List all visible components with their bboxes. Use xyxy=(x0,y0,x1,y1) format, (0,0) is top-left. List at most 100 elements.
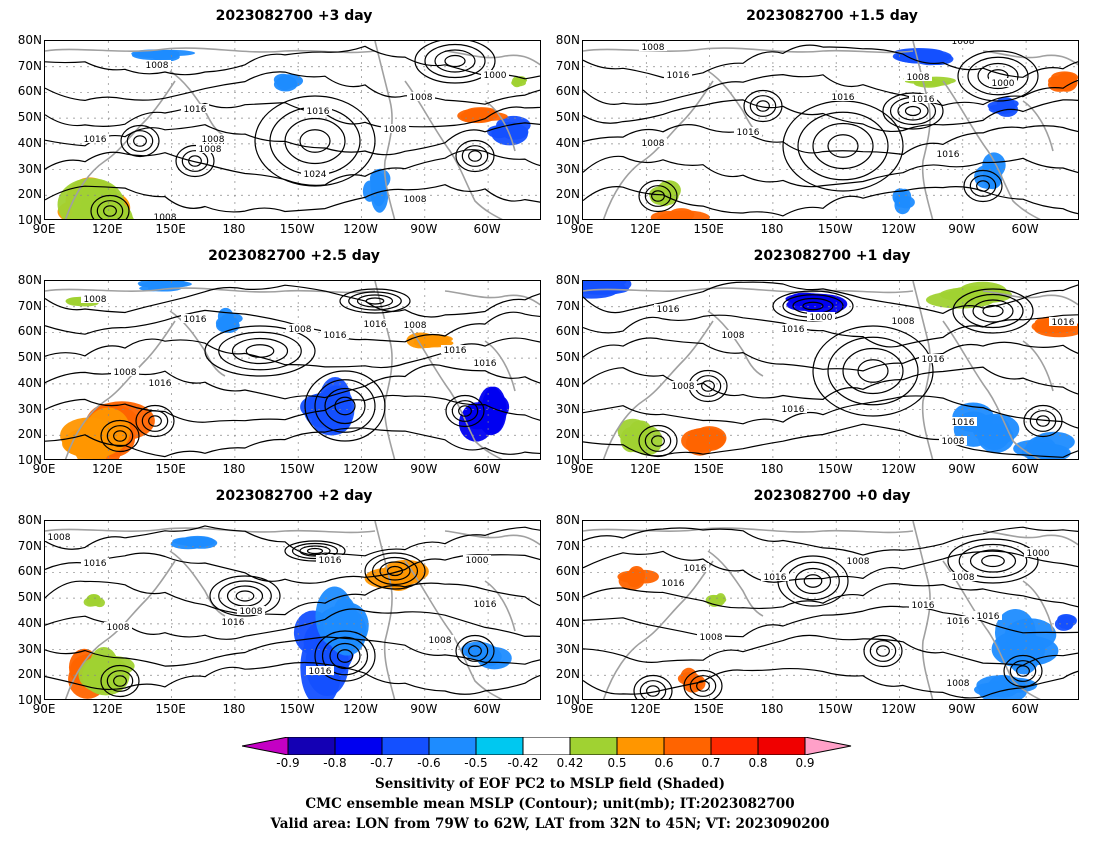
map-panel-svg: 1008 1008 1016 1008 1000 1016 1016 1016 1008 1016 xyxy=(583,41,1078,219)
colorbar-segment xyxy=(522,737,571,755)
contour-label-bg xyxy=(919,354,947,363)
lon-tick-label: 120E xyxy=(92,222,123,236)
colorbar-segment xyxy=(616,737,665,755)
colorbar-tick-label: -0.5 xyxy=(464,756,488,770)
map-panel-6: 1008 1016 1016 1016 1016 1000 1008 1016 1016 1008… xyxy=(582,520,1079,700)
contour-label-bg xyxy=(321,330,349,339)
contour-label: 1000 xyxy=(466,556,489,566)
lon-tick-label: 90E xyxy=(32,702,56,716)
contour-label-bg xyxy=(681,563,709,572)
lat-tick-label: 50N xyxy=(555,350,580,365)
colorbar-tick-label: -0.6 xyxy=(417,756,441,770)
lat-tick-label: 30N xyxy=(17,641,42,656)
contour-label-bg xyxy=(949,417,977,426)
contour-label-bg xyxy=(301,169,329,178)
contour-label-bg xyxy=(889,316,917,325)
contour-label: 1000 xyxy=(1027,549,1050,559)
panel-title-4: 2023082700 +1 day xyxy=(753,248,911,264)
lat-tick-label: 40N xyxy=(555,615,580,630)
contour-label-bg xyxy=(844,556,872,565)
contour-label-bg xyxy=(939,436,967,445)
sensitivity-blob xyxy=(658,214,689,219)
contour-label-bg xyxy=(807,312,835,321)
lon-tick-label: 120W xyxy=(343,462,378,476)
colorbar-segment xyxy=(287,737,336,755)
contour-label-bg xyxy=(659,578,687,587)
lon-tick-label: 90W xyxy=(948,222,976,236)
contour-label: 1016 xyxy=(84,135,107,145)
lon-tick-label: 150W xyxy=(817,702,853,716)
lat-tick-label: 60N xyxy=(555,564,580,579)
contour-label: 1016 xyxy=(324,331,347,341)
contour-label-bg xyxy=(381,124,409,133)
contour-label: 1008 xyxy=(672,382,695,392)
contour-label-bg xyxy=(441,345,469,354)
contour-label: 1008 xyxy=(410,93,433,103)
lon-tick-label: 150E xyxy=(155,222,186,236)
colorbar-segment xyxy=(428,737,477,755)
lon-tick-label: 90E xyxy=(570,222,594,236)
map-panel-4: 1016 1000 1008 1016 1016 1008 1008 1016 1016 1008… xyxy=(582,280,1079,460)
contour-label: 1016 xyxy=(149,379,172,389)
colorbar-tick-label: -0.9 xyxy=(276,756,300,770)
sensitivity-blob xyxy=(988,103,1016,115)
contour-label: 1008 xyxy=(700,633,723,643)
contour-label: 1008 xyxy=(146,61,169,71)
mslp-contours xyxy=(583,526,1078,699)
sensitivity-blob xyxy=(484,394,510,420)
map-panel-svg: 1008100010081016101610161016100810081008… xyxy=(45,41,540,219)
lon-tick-label: 150W xyxy=(817,222,853,236)
lon-tick-label: 150W xyxy=(279,462,315,476)
sensitivity-blob xyxy=(1004,618,1057,652)
lat-tick-label: 50N xyxy=(17,110,42,125)
sensitivity-blob xyxy=(370,170,384,199)
contour-label: 1008 xyxy=(240,607,263,617)
contour-labels: 1016 1000 1008 1016 1016 1008 1008 1016 1016 1008… xyxy=(654,304,1077,447)
contour-label-bg xyxy=(143,60,171,69)
lat-tick-label: 30N xyxy=(17,401,42,416)
lat-tick-label: 40N xyxy=(17,135,42,150)
lat-tick-label: 30N xyxy=(555,641,580,656)
contour-label-bg xyxy=(697,632,725,641)
lon-tick-label: 90E xyxy=(32,222,56,236)
colorbar-segment xyxy=(569,737,618,755)
contour-label-bg xyxy=(401,320,429,329)
contour-label: 1016 xyxy=(184,105,207,115)
sensitivity-blob xyxy=(276,76,293,91)
sensitivity-blob xyxy=(972,413,1020,445)
contour-label-bg xyxy=(1049,317,1077,326)
lat-tick-label: 10N xyxy=(17,453,42,467)
lon-tick-label: 120W xyxy=(881,702,916,716)
contour-label-bg xyxy=(471,599,499,608)
contour-label-bg xyxy=(81,134,109,143)
sensitivity-blob xyxy=(457,108,490,123)
contour-label: 1008 xyxy=(952,41,975,47)
lat-tick-label: 40N xyxy=(17,375,42,390)
contour-label: 1008 xyxy=(947,679,970,689)
contour-label-bg xyxy=(316,555,344,564)
lon-tick-label: 150E xyxy=(155,462,186,476)
contour-label: 1008 xyxy=(202,135,225,145)
contour-label-bg xyxy=(481,70,509,79)
sensitivity-blob xyxy=(73,422,110,459)
contour-label: 1008 xyxy=(892,317,915,327)
lon-tick-label: 180 xyxy=(222,702,246,716)
lat-tick-label: 50N xyxy=(17,590,42,605)
contour-label-bg xyxy=(81,558,109,567)
colorbar-tick-label: 0.6 xyxy=(654,756,674,770)
lat-tick-label: 40N xyxy=(17,615,42,630)
contour-label: 1016 xyxy=(764,573,787,583)
contour-label-bg xyxy=(237,606,265,615)
contour-label: 1000 xyxy=(810,313,833,323)
lat-tick-label: 60N xyxy=(17,84,42,99)
contour-label: 1016 xyxy=(912,95,935,105)
colorbar-tick-label: -0.42 xyxy=(507,756,539,770)
contour-label: 1016 xyxy=(667,71,690,81)
contour-label-bg xyxy=(989,78,1017,87)
contour-label-bg xyxy=(639,42,667,51)
lat-tick-label: 50N xyxy=(17,350,42,365)
colorbar-segment xyxy=(757,737,806,755)
contour-label-bg xyxy=(949,41,977,45)
contour-label: 1008 xyxy=(642,43,665,53)
colorbar-segment xyxy=(475,737,524,755)
